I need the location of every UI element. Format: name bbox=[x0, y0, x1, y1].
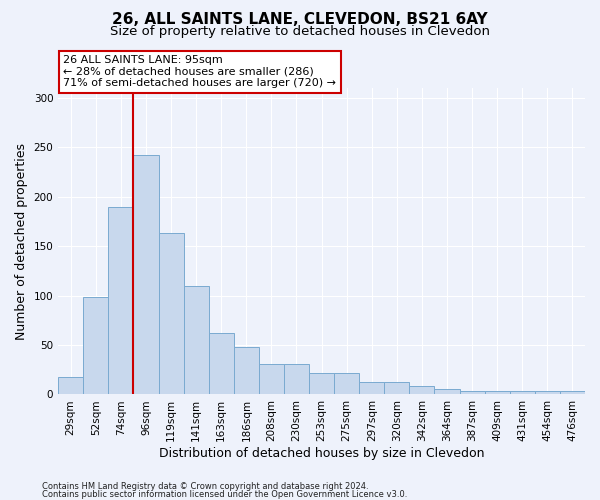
Text: 26, ALL SAINTS LANE, CLEVEDON, BS21 6AY: 26, ALL SAINTS LANE, CLEVEDON, BS21 6AY bbox=[112, 12, 488, 28]
Bar bbox=[259, 364, 284, 394]
Bar bbox=[485, 390, 510, 394]
Bar bbox=[133, 156, 158, 394]
Bar bbox=[385, 382, 409, 394]
Bar bbox=[184, 286, 209, 395]
Bar bbox=[334, 372, 359, 394]
Bar bbox=[359, 382, 385, 394]
Text: Contains public sector information licensed under the Open Government Licence v3: Contains public sector information licen… bbox=[42, 490, 407, 499]
Bar bbox=[158, 234, 184, 394]
Text: 26 ALL SAINTS LANE: 95sqm
← 28% of detached houses are smaller (286)
71% of semi: 26 ALL SAINTS LANE: 95sqm ← 28% of detac… bbox=[64, 55, 337, 88]
Bar bbox=[460, 390, 485, 394]
Bar bbox=[284, 364, 309, 394]
Bar bbox=[510, 390, 535, 394]
Bar bbox=[535, 390, 560, 394]
Bar bbox=[58, 376, 83, 394]
Text: Size of property relative to detached houses in Clevedon: Size of property relative to detached ho… bbox=[110, 25, 490, 38]
Bar bbox=[560, 392, 585, 394]
Bar bbox=[434, 388, 460, 394]
Bar bbox=[83, 296, 109, 394]
Bar bbox=[309, 372, 334, 394]
Bar bbox=[234, 347, 259, 395]
Y-axis label: Number of detached properties: Number of detached properties bbox=[15, 143, 28, 340]
Bar bbox=[209, 333, 234, 394]
Text: Contains HM Land Registry data © Crown copyright and database right 2024.: Contains HM Land Registry data © Crown c… bbox=[42, 482, 368, 491]
X-axis label: Distribution of detached houses by size in Clevedon: Distribution of detached houses by size … bbox=[159, 447, 484, 460]
Bar bbox=[109, 207, 133, 394]
Bar bbox=[409, 386, 434, 394]
